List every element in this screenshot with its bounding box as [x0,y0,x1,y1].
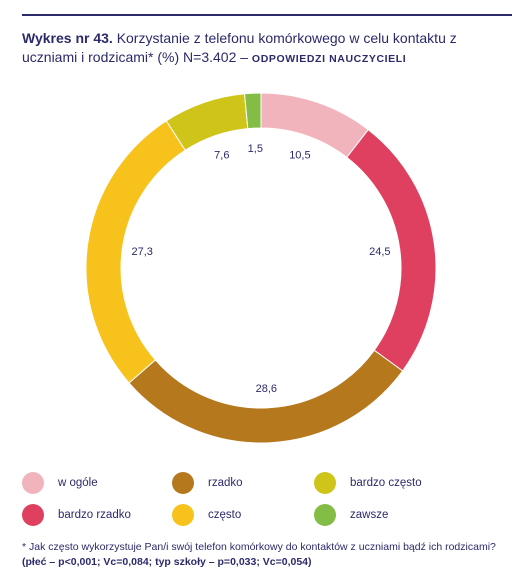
data-label-4: 7,6 [214,150,229,162]
footnote-stats: (płeć – p<0,001; Vc=0,084; typ szkoły – … [22,556,312,568]
legend-swatch-bardzo-rzadko [22,504,44,526]
footnote-text: * Jak często wykorzystuje Pan/i swój tel… [22,541,496,553]
donut-slice-1 [346,129,437,372]
legend-swatch-bardzo-czesto [314,472,336,494]
donut-slice-5 [243,92,262,130]
legend-item-zawsze: zawsze [314,504,388,526]
legend-label-czesto: często [208,509,242,521]
legend-item-bardzo-czesto: bardzo często [314,472,422,494]
data-label-1: 24,5 [369,246,390,258]
legend-swatch-czesto [172,504,194,526]
data-label-0: 10,5 [289,150,310,162]
legend-item-czesto: często [172,504,241,526]
legend-label-w-ogole: w ogóle [58,477,98,489]
legend-label-zawsze: zawsze [350,509,389,521]
data-label-3: 27,3 [131,246,152,258]
donut-chart: 10,5 24,5 28,6 27,3 7,6 1,5 [85,92,437,444]
chart-title-text: Korzystanie z telefonu komórkowego w cel… [22,30,457,65]
legend-swatch-rzadko [172,472,194,494]
footnote: * Jak często wykorzystuje Pan/i swój tel… [22,540,502,570]
chart-title-prefix: Wykres nr 43. [22,30,113,46]
top-rule [22,14,512,16]
legend-swatch-w-ogole [22,472,44,494]
legend-label-rzadko: rzadko [208,477,243,489]
legend-swatch-zawsze [314,504,336,526]
legend-item-rzadko: rzadko [172,472,243,494]
data-label-5: 1,5 [248,143,263,155]
donut-slice-2 [128,349,404,444]
legend-item-bardzo-rzadko: bardzo rzadko [22,504,131,526]
legend-label-bardzo-czesto: bardzo często [350,477,422,489]
chart-title: Wykres nr 43. Korzystanie z telefonu kom… [22,29,502,69]
data-label-2: 28,6 [256,383,277,395]
donut-slice-0 [260,92,369,159]
chart-title-suffix: ODPOWIEDZI NAUCZYCIELI [251,53,407,65]
legend-label-bardzo-rzadko: bardzo rzadko [58,509,131,521]
legend-item-w-ogole: w ogóle [22,472,98,494]
